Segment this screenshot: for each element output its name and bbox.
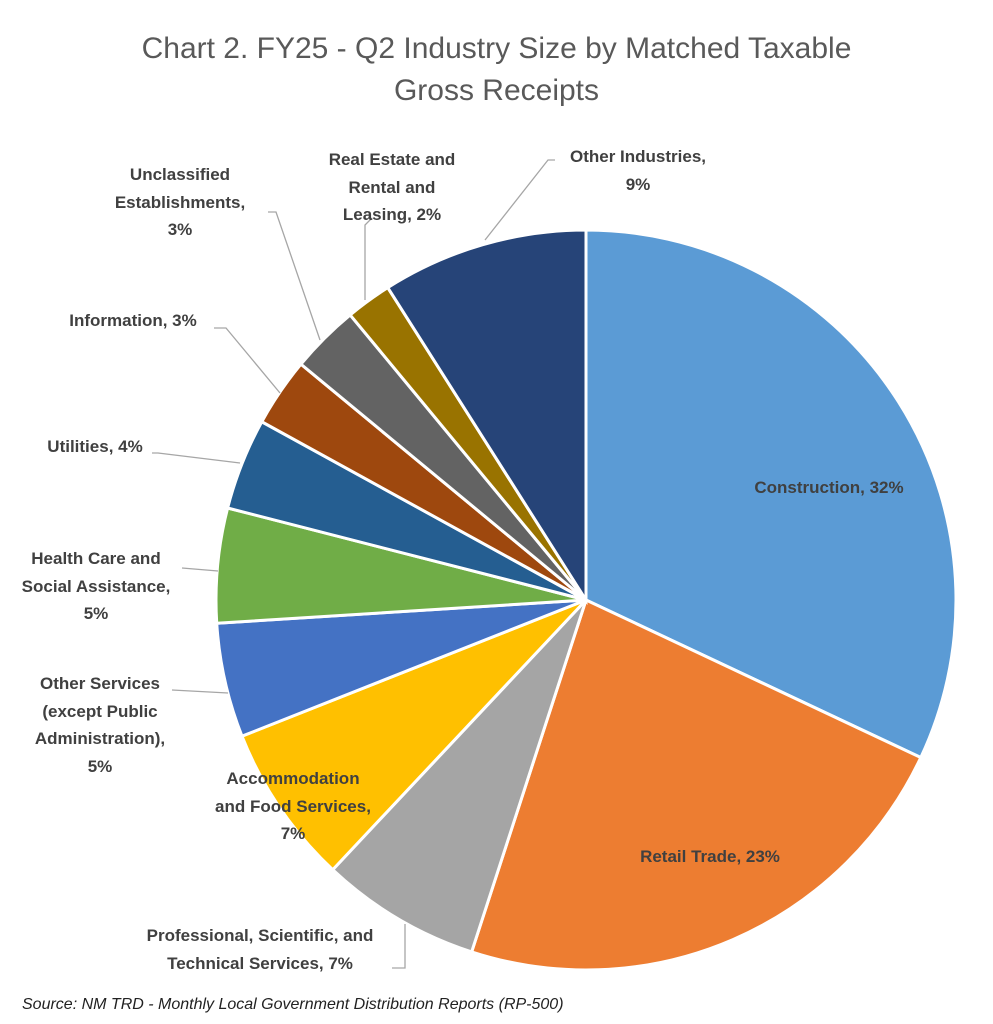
leader-other-industries: [484, 159, 555, 241]
label-other-industries: Other Industries, 9%: [569, 147, 707, 194]
pie-slice-retail-trade: [469, 597, 923, 972]
label-professional: Professional, Scientific, and Technical …: [146, 926, 374, 973]
leader-professional: [392, 924, 406, 969]
pie-slice-professional-scientific-and-technical-services: [330, 598, 588, 954]
leader-utilities: [152, 452, 241, 464]
label-other-services: Other Services (except Public Administra…: [34, 674, 166, 776]
label-health-care: Health Care and Social Assistance, 5%: [21, 549, 171, 623]
label-unclassified: Unclassified Establishments, 3%: [114, 165, 246, 239]
source-note: Source: NM TRD - Monthly Local Governmen…: [22, 996, 564, 1013]
leader-health-care: [181, 567, 219, 572]
pie-slice-construction: [584, 228, 958, 760]
label-construction: Construction, 32%: [754, 478, 904, 497]
leader-unclassified: [268, 211, 321, 341]
leader-real-estate: [364, 217, 373, 300]
leader-other-services: [171, 689, 229, 694]
leader-information: [214, 327, 281, 394]
label-accommodation: Accommodation and Food Services, 7%: [215, 769, 371, 843]
pie-slice-other-industries: [385, 228, 588, 606]
chart-title: Chart 2. FY25 - Q2 Industry Size by Matc…: [141, 32, 852, 107]
label-retail-trade: Retail Trade, 23%: [640, 847, 780, 866]
pie-slice-accommodation-and-food-services: [240, 598, 588, 872]
label-information: Information, 3%: [69, 311, 197, 330]
label-real-estate: Real Estate and Rental and Leasing, 2%: [328, 150, 456, 224]
label-utilities: Utilities, 4%: [47, 437, 143, 456]
